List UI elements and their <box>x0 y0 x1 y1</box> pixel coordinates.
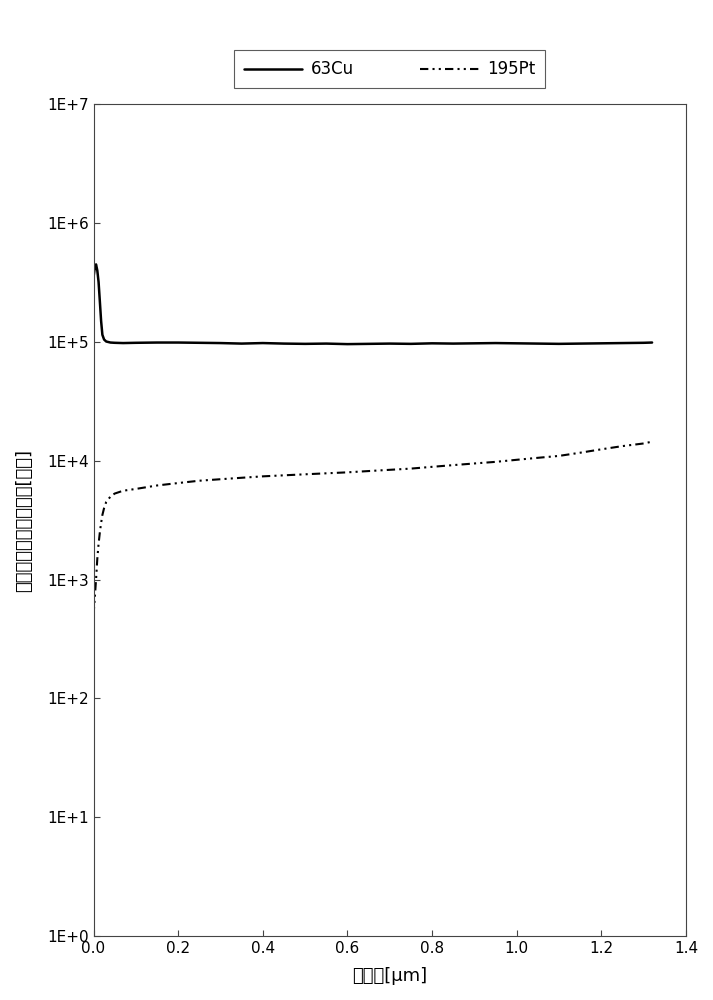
195Pt <box>153 479 161 491</box>
195Pt <box>237 472 246 484</box>
195Pt <box>648 436 657 448</box>
195Pt <box>449 459 458 471</box>
195Pt <box>111 488 119 500</box>
63Cu <box>153 337 161 349</box>
63Cu <box>96 295 104 307</box>
195Pt <box>195 475 204 487</box>
63Cu <box>111 337 119 349</box>
63Cu <box>470 337 478 349</box>
195Pt <box>96 526 104 538</box>
63Cu <box>364 338 373 350</box>
63Cu <box>301 338 309 350</box>
63Cu <box>513 337 521 349</box>
X-axis label: 深度　[μm]: 深度 [μm] <box>352 967 427 985</box>
63Cu <box>386 338 394 350</box>
63Cu <box>533 338 542 350</box>
63Cu <box>259 337 267 349</box>
195Pt <box>513 454 521 466</box>
195Pt <box>92 574 101 586</box>
63Cu <box>428 337 436 349</box>
63Cu <box>597 337 605 349</box>
63Cu <box>92 258 101 270</box>
195Pt <box>428 461 436 473</box>
195Pt <box>640 437 648 449</box>
63Cu <box>640 337 648 349</box>
63Cu <box>237 338 246 350</box>
63Cu <box>106 337 115 349</box>
63Cu <box>100 334 108 346</box>
195Pt <box>97 517 106 529</box>
195Pt <box>533 452 542 464</box>
63Cu <box>491 337 500 349</box>
Y-axis label: 相対二次イオン強度　[計数]: 相対二次イオン強度 [計数] <box>15 449 33 592</box>
63Cu <box>406 338 415 350</box>
195Pt <box>301 468 309 480</box>
Line: 63Cu: 63Cu <box>93 264 652 344</box>
63Cu <box>576 338 585 350</box>
63Cu <box>98 329 107 341</box>
63Cu <box>618 337 627 349</box>
63Cu <box>322 338 331 350</box>
195Pt <box>386 464 394 476</box>
195Pt <box>119 485 128 497</box>
195Pt <box>100 502 108 514</box>
195Pt <box>406 463 415 475</box>
195Pt <box>91 592 99 604</box>
63Cu <box>648 337 657 349</box>
63Cu <box>449 338 458 350</box>
195Pt <box>131 483 140 495</box>
63Cu <box>94 276 103 288</box>
195Pt <box>470 457 478 469</box>
195Pt <box>364 465 373 477</box>
195Pt <box>576 447 585 459</box>
195Pt <box>106 491 115 503</box>
63Cu <box>97 315 106 327</box>
63Cu <box>91 262 99 274</box>
63Cu <box>555 338 563 350</box>
195Pt <box>322 467 331 479</box>
195Pt <box>279 469 288 481</box>
195Pt <box>174 477 183 489</box>
195Pt <box>597 443 605 455</box>
195Pt <box>93 553 101 565</box>
195Pt <box>343 466 352 478</box>
63Cu <box>343 338 352 350</box>
63Cu <box>102 336 111 348</box>
63Cu <box>119 337 128 349</box>
195Pt <box>618 440 627 452</box>
195Pt <box>555 450 563 462</box>
195Pt <box>216 473 225 485</box>
63Cu <box>216 337 225 349</box>
63Cu <box>93 264 101 276</box>
63Cu <box>174 337 183 349</box>
195Pt <box>89 609 98 621</box>
195Pt <box>259 470 267 482</box>
195Pt <box>98 509 107 521</box>
Legend: 63Cu, 195Pt: 63Cu, 195Pt <box>234 50 545 88</box>
195Pt <box>491 456 500 468</box>
195Pt <box>94 538 103 550</box>
63Cu <box>279 338 288 350</box>
195Pt <box>102 496 111 508</box>
63Cu <box>89 271 98 283</box>
63Cu <box>195 337 204 349</box>
63Cu <box>131 337 140 349</box>
Line: 195Pt: 195Pt <box>93 442 652 615</box>
